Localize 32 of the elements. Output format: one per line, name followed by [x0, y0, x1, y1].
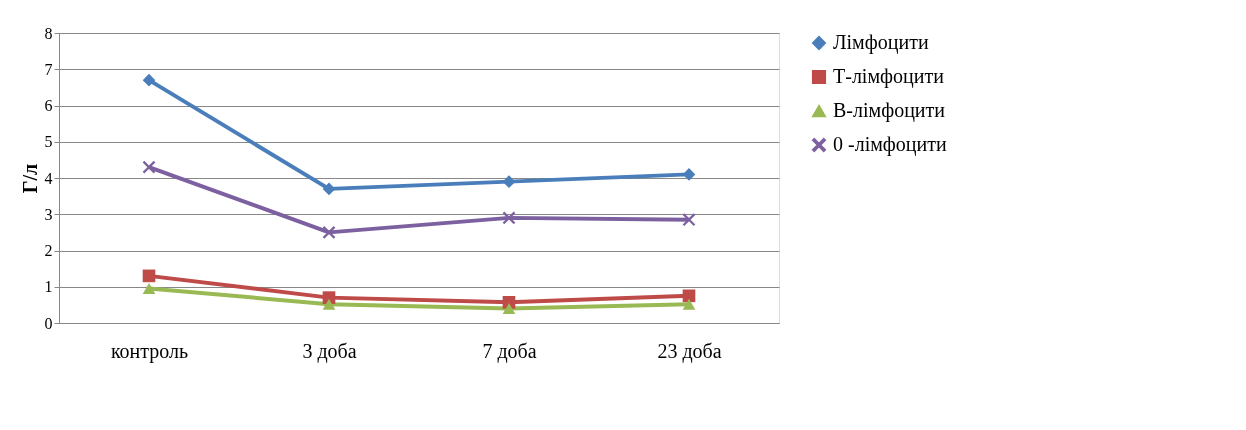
legend-label: 0 -лімфоцити — [833, 133, 947, 156]
y-tick-label: 4 — [44, 169, 53, 187]
x-tick-label: 23 доба — [657, 339, 722, 363]
point — [682, 298, 696, 310]
point — [142, 73, 156, 87]
point — [682, 289, 696, 303]
point — [682, 168, 696, 181]
y-tick-label: 0 — [44, 314, 53, 332]
y-tick-label: 8 — [44, 24, 53, 42]
point — [682, 213, 696, 227]
x-tick-label: контроль — [110, 339, 189, 363]
legend-label: Т-лімфоцити — [833, 65, 945, 88]
y-tick-label: 6 — [44, 97, 53, 114]
point — [322, 226, 336, 239]
y-tick-label: 1 — [44, 278, 53, 296]
y-tick-label: 5 — [44, 133, 53, 151]
point — [502, 175, 516, 188]
y-tick-label: 7 — [44, 60, 53, 78]
x-tick-label: 3 доба — [302, 339, 357, 363]
point — [142, 160, 156, 174]
x-tick-label: 7 доба — [482, 339, 537, 363]
point — [502, 211, 516, 225]
y-tick-label: 2 — [44, 242, 53, 259]
point — [502, 303, 516, 314]
point — [322, 298, 336, 310]
legend-label: В-лімфоцити — [833, 99, 946, 122]
y-axis-title: Г/л — [18, 163, 41, 194]
point — [322, 182, 336, 196]
point — [142, 269, 156, 283]
point — [142, 283, 156, 295]
y-tick-label: 3 — [44, 205, 53, 223]
legend-label: Лімфоцити — [833, 31, 929, 54]
